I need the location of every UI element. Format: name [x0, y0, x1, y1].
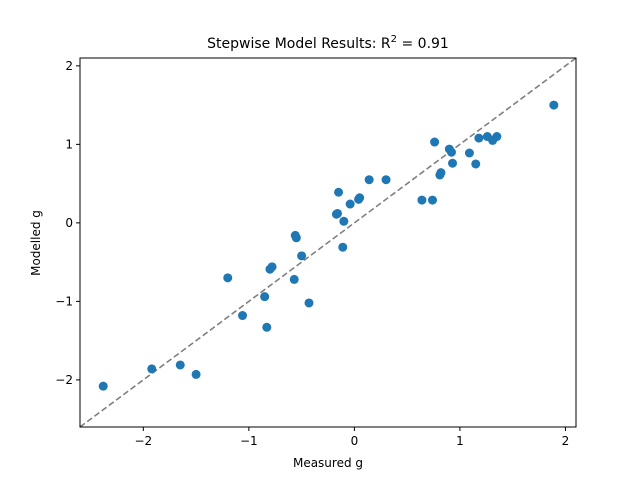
data-point [297, 251, 307, 261]
data-point [291, 233, 301, 243]
data-point [345, 199, 355, 209]
data-point [355, 193, 365, 203]
data-point [238, 311, 248, 321]
chart-title-suffix: = 0.91 [397, 36, 449, 52]
x-axis-label: Measured g [293, 456, 363, 470]
y-tick-label: 0 [65, 216, 73, 230]
data-point [304, 298, 314, 308]
data-point [364, 175, 374, 185]
data-point [492, 132, 502, 142]
x-tick-label: 2 [562, 434, 570, 448]
data-point [262, 322, 272, 332]
chart-title-main: Stepwise Model Results: R [207, 36, 391, 52]
data-point [474, 133, 484, 143]
data-point [175, 360, 185, 370]
data-point [332, 208, 342, 218]
y-tick-label: 1 [65, 137, 73, 151]
data-point [430, 137, 440, 147]
data-point [381, 175, 391, 185]
data-point [289, 274, 299, 284]
x-axis: −2 −1 0 1 2 [134, 427, 569, 448]
data-point [267, 262, 277, 272]
x-tick-label: −2 [134, 434, 152, 448]
plot-area [80, 58, 576, 427]
y-axis: −2 −1 0 1 2 [55, 59, 80, 387]
data-point [464, 148, 474, 158]
data-point [436, 168, 446, 178]
data-point [223, 273, 233, 283]
axes-frame [79, 57, 577, 428]
reference-line [80, 58, 576, 427]
data-point [446, 147, 456, 157]
data-point [338, 242, 348, 252]
chart-title: Stepwise Model Results: R2 = 0.91 [207, 34, 449, 52]
data-point [147, 364, 157, 374]
data-point [448, 158, 458, 168]
data-point [339, 216, 349, 226]
data-point [427, 195, 437, 205]
data-point [334, 187, 344, 197]
data-point [471, 159, 481, 169]
x-tick-label: −1 [240, 434, 258, 448]
data-point [549, 100, 559, 110]
x-tick-label: 0 [351, 434, 359, 448]
chart-title-superscript: 2 [391, 34, 397, 45]
y-tick-label: 2 [65, 59, 73, 73]
data-point [417, 195, 427, 205]
y-axis-label: Modelled g [29, 210, 43, 276]
x-tick-label: 1 [456, 434, 464, 448]
data-point [191, 369, 201, 379]
data-point [260, 292, 270, 302]
data-point [98, 381, 108, 391]
y-tick-label: −2 [55, 373, 73, 387]
y-tick-label: −1 [55, 294, 73, 308]
